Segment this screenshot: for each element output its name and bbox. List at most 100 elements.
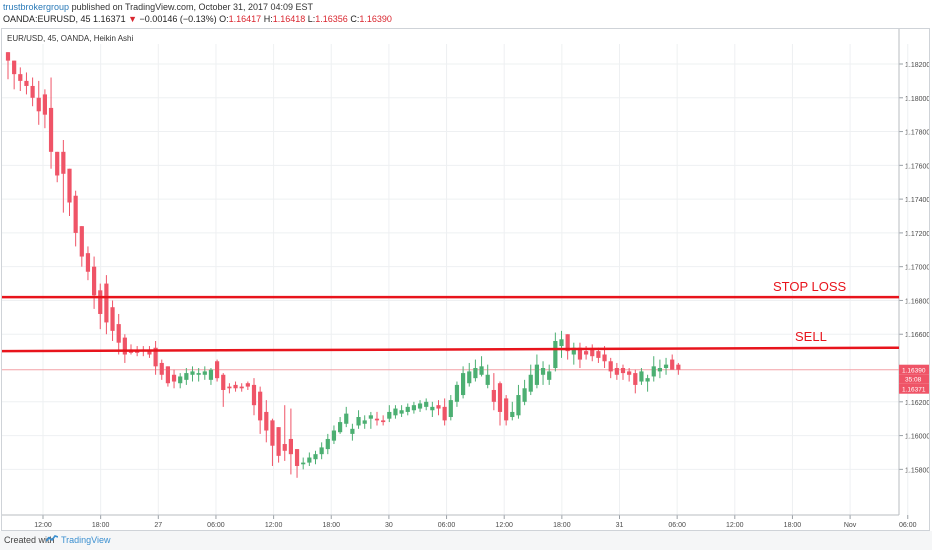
candle-body[interactable] — [596, 351, 601, 358]
candle-body[interactable] — [448, 400, 453, 418]
candle-body[interactable] — [258, 391, 263, 421]
candle-body[interactable] — [504, 398, 509, 421]
candle-body[interactable] — [676, 364, 681, 370]
candle-body[interactable] — [24, 80, 29, 86]
candle-body[interactable] — [313, 454, 318, 460]
candle-body[interactable] — [430, 406, 435, 411]
candle-body[interactable] — [208, 369, 214, 380]
candle-body[interactable] — [122, 337, 127, 355]
candle-body[interactable] — [362, 420, 367, 424]
candle-body[interactable] — [571, 347, 576, 355]
candle-body[interactable] — [540, 368, 546, 375]
candle-body[interactable] — [196, 373, 201, 375]
candle-body[interactable] — [528, 374, 533, 392]
candle-body[interactable] — [18, 74, 23, 81]
candle-body[interactable] — [221, 374, 226, 390]
candle-body[interactable] — [116, 324, 121, 343]
candle-body[interactable] — [368, 415, 373, 419]
candle-body[interactable] — [663, 364, 669, 369]
candle-body[interactable] — [338, 422, 343, 433]
candle-body[interactable] — [417, 403, 423, 409]
candle-body[interactable] — [608, 361, 613, 372]
candle-body[interactable] — [633, 373, 638, 385]
candle-body[interactable] — [356, 417, 361, 426]
candle-body[interactable] — [294, 449, 300, 466]
candle-body[interactable] — [374, 418, 380, 421]
candle-body[interactable] — [577, 347, 583, 360]
candle-body[interactable] — [350, 428, 355, 434]
candle-body[interactable] — [387, 411, 392, 419]
candle-body[interactable] — [282, 444, 287, 451]
candle-body[interactable] — [98, 290, 103, 314]
candle-body[interactable] — [454, 384, 460, 402]
candle-body[interactable] — [319, 447, 324, 455]
tradingview-logo-icon[interactable] — [46, 534, 58, 544]
candle-body[interactable] — [627, 371, 632, 375]
candle-body[interactable] — [178, 376, 183, 384]
candle-body[interactable] — [190, 371, 195, 375]
sell-line[interactable] — [2, 346, 900, 353]
candle-body[interactable] — [227, 386, 232, 389]
candle-body[interactable] — [5, 52, 11, 61]
candle-body[interactable] — [485, 374, 490, 385]
candle-body[interactable] — [202, 371, 207, 375]
candle-body[interactable] — [651, 366, 656, 377]
candle-body[interactable] — [639, 371, 644, 382]
candle-body[interactable] — [344, 413, 349, 424]
candle-body[interactable] — [153, 347, 158, 367]
candle-body[interactable] — [393, 408, 398, 416]
candle-body[interactable] — [479, 366, 484, 375]
candle-body[interactable] — [325, 438, 330, 450]
price-chart[interactable]: 1.15800 1.16000 1.16200 1.16600 1.16800 1.170… — [2, 29, 929, 530]
candle-body[interactable] — [559, 339, 564, 347]
candle-body[interactable] — [264, 411, 269, 431]
candle-body[interactable] — [473, 368, 478, 379]
candle-body[interactable] — [48, 107, 54, 152]
candle-body[interactable] — [30, 85, 35, 98]
candle-body[interactable] — [565, 334, 570, 352]
candle-body[interactable] — [55, 151, 60, 176]
candle-body[interactable] — [251, 384, 257, 406]
candle-body[interactable] — [534, 364, 539, 385]
candle-body[interactable] — [67, 168, 72, 203]
candle-body[interactable] — [239, 386, 244, 389]
candle-body[interactable] — [79, 226, 84, 257]
author-link[interactable]: trustbrokergroup — [3, 2, 70, 12]
candle-body[interactable] — [620, 368, 626, 374]
candle-body[interactable] — [399, 410, 404, 414]
candle-body[interactable] — [92, 266, 97, 296]
candle-body[interactable] — [442, 406, 447, 421]
candle-body[interactable] — [307, 457, 312, 463]
candle-body[interactable] — [381, 420, 386, 423]
candle-body[interactable] — [104, 283, 109, 323]
candle-body[interactable] — [424, 401, 429, 407]
candle-body[interactable] — [42, 94, 47, 115]
candle-body[interactable] — [159, 362, 164, 375]
candle-body[interactable] — [602, 354, 607, 362]
candle-body[interactable] — [590, 349, 595, 357]
candle-body[interactable] — [467, 371, 472, 384]
candle-body[interactable] — [85, 253, 91, 272]
candle-body[interactable] — [510, 411, 515, 418]
candle-body[interactable] — [184, 373, 189, 380]
candle-body[interactable] — [135, 351, 140, 353]
candle-body[interactable] — [276, 427, 281, 456]
candle-body[interactable] — [411, 405, 416, 411]
candle-body[interactable] — [670, 359, 675, 370]
candle-body[interactable] — [171, 374, 177, 382]
candle-body[interactable] — [301, 462, 306, 465]
candle-body[interactable] — [497, 383, 503, 412]
candle-body[interactable] — [436, 405, 441, 409]
candle-body[interactable] — [233, 384, 238, 389]
candle-body[interactable] — [215, 361, 220, 379]
candle-body[interactable] — [553, 340, 558, 369]
candle-body[interactable] — [516, 395, 521, 416]
candle-body[interactable] — [12, 60, 17, 75]
candle-body[interactable] — [461, 373, 466, 396]
candle-body[interactable] — [245, 383, 250, 387]
candle-body[interactable] — [645, 378, 650, 382]
candle-body[interactable] — [491, 389, 496, 402]
candle-body[interactable] — [614, 368, 619, 375]
tradingview-link[interactable]: TradingView — [61, 535, 111, 545]
candle-body[interactable] — [405, 406, 410, 412]
